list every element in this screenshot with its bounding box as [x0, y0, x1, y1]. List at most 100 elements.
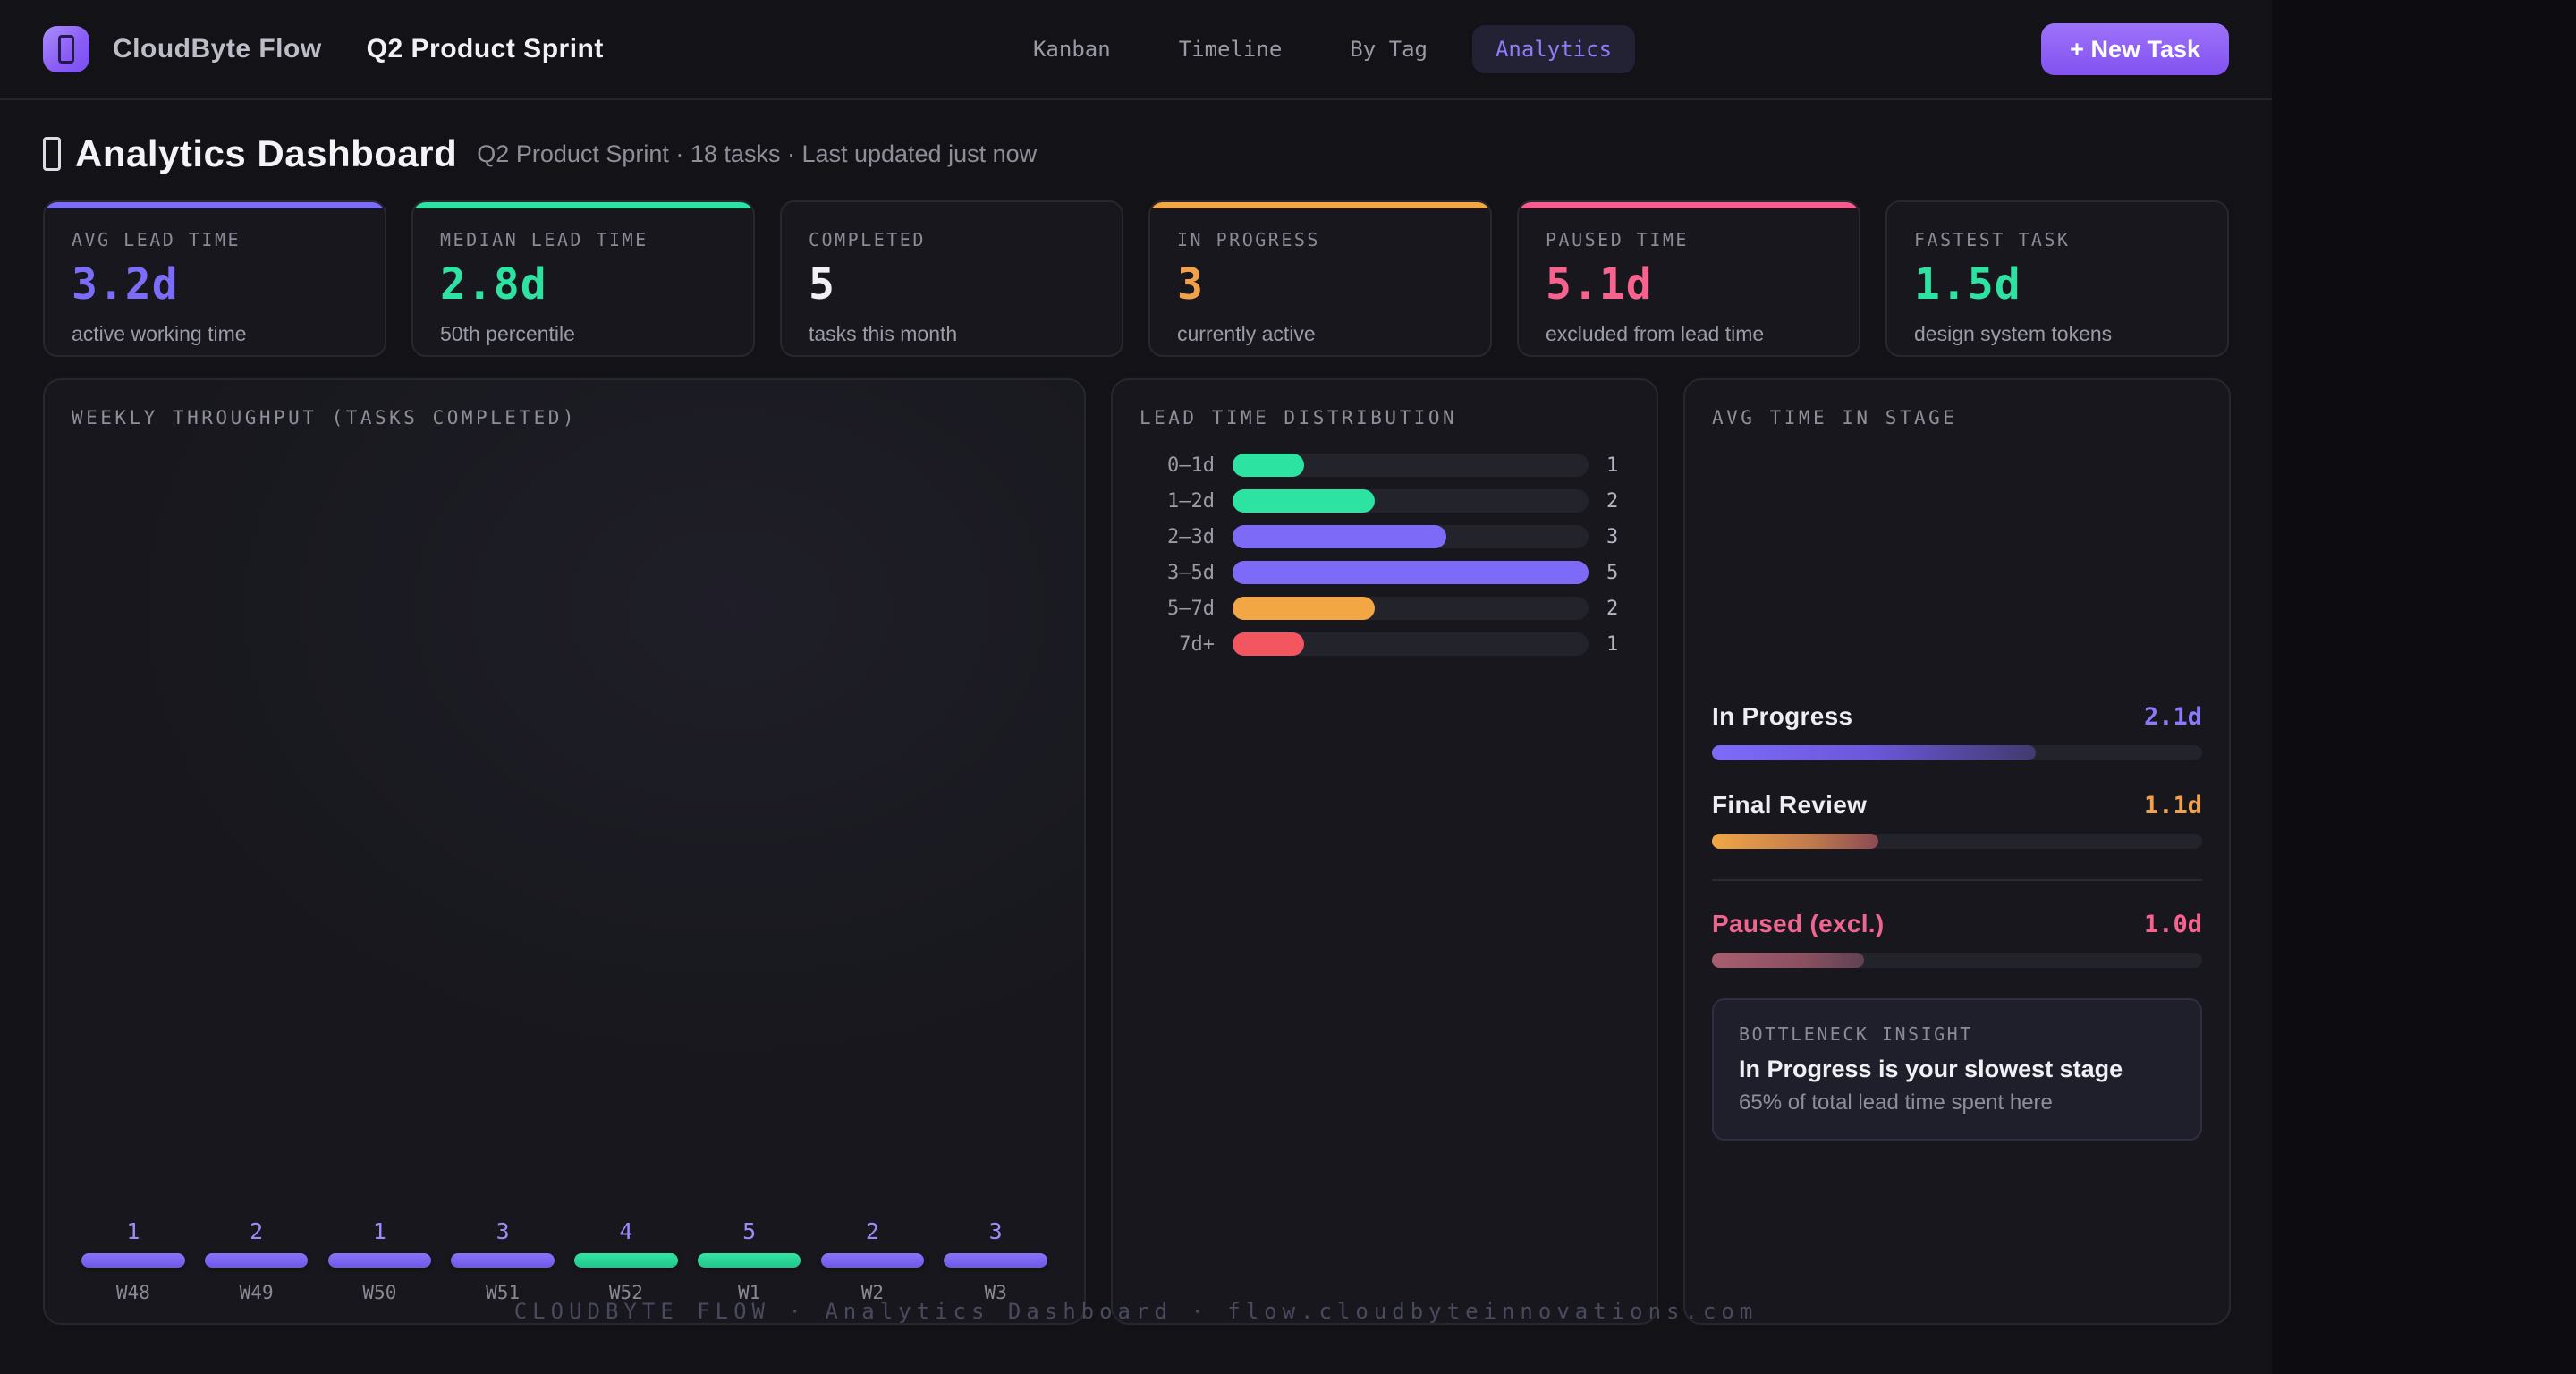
weekly-throughput-chart: 1 W48 2 W49 1 W50 3 W51 4 W52 5 W1 2 W2 3 W3 [72, 1218, 1057, 1303]
stage-name: Final Review [1712, 791, 1868, 818]
weekly-bar-column: 3 W51 [441, 1218, 564, 1303]
weekly-bar-column: 5 W1 [688, 1218, 811, 1303]
page-title-text: Analytics Dashboard [75, 132, 458, 174]
page-head: Analytics Dashboard Q2 Product Sprint · … [0, 132, 2272, 175]
stage-duration: 1.0d [2143, 911, 2202, 938]
board-title: Q2 Product Sprint [366, 34, 604, 64]
lead-time-distribution-title: LEAD TIME DISTRIBUTION [1140, 407, 1458, 428]
weekly-bar-label: W50 [362, 1282, 397, 1303]
distribution-bucket-label: 1–2d [1167, 489, 1215, 513]
stat-accent-strip [1519, 202, 1859, 208]
distribution-count: 1 [1606, 632, 1619, 656]
distribution-count: 3 [1606, 525, 1619, 548]
stat-cards: AVG LEAD TIME 3.2d active working time MEDI… [0, 200, 2272, 357]
stat-label: AVG LEAD TIME [72, 229, 242, 250]
stat-value: 1.5d [1914, 259, 2021, 310]
bottleneck-insight-box: BOTTLENECK INSIGHT In Progress is your s… [1712, 998, 2202, 1141]
stage-bar-track [1712, 745, 2202, 760]
weekly-bar-label: W51 [486, 1282, 521, 1303]
distribution-row: 2–3d 3 [1140, 525, 1630, 548]
weekly-bar-label: W1 [737, 1282, 761, 1303]
brand-name: CloudByte Flow [113, 34, 322, 64]
new-task-button[interactable]: + New Task [2041, 23, 2229, 75]
stage-bar-fill [1712, 745, 2036, 760]
dashboard-emoji-icon [43, 137, 61, 171]
weekly-throughput-panel: WEEKLY THROUGHPUT (TASKS COMPLETED) 1 W48… [43, 378, 1086, 1325]
distribution-bar-track [1233, 561, 1589, 584]
weekly-bar-value: 1 [126, 1218, 140, 1244]
weekly-bar-label: W48 [115, 1282, 150, 1303]
page-subtitle: Q2 Product Sprint · 18 tasks · Last upda… [477, 140, 1038, 167]
distribution-bar-track [1233, 597, 1589, 620]
stat-card-paused-time: PAUSED TIME 5.1d excluded from lead time [1517, 200, 1860, 357]
stat-label: COMPLETED [809, 229, 926, 250]
stat-description: currently active [1177, 322, 1316, 345]
stat-label: PAUSED TIME [1546, 229, 1689, 250]
distribution-bar-fill [1233, 489, 1376, 513]
weekly-bar-column: 2 W49 [195, 1218, 318, 1303]
distribution-bar-track [1233, 454, 1589, 477]
distribution-bucket-label: 5–7d [1167, 597, 1215, 620]
chart-panels: WEEKLY THROUGHPUT (TASKS COMPLETED) 1 W48… [0, 378, 2272, 1325]
distribution-bar-track [1233, 525, 1589, 548]
app-root: CloudByte Flow Q2 Product Sprint Kanban T… [0, 0, 2272, 1374]
stat-card-in-progress: IN PROGRESS 3 currently active [1148, 200, 1492, 357]
stat-card-completed: COMPLETED 5 tasks this month [780, 200, 1123, 357]
tab-by-tag[interactable]: By Tag [1350, 37, 1428, 62]
distribution-row: 3–5d 5 [1140, 561, 1630, 584]
distribution-count: 2 [1606, 489, 1619, 513]
weekly-bar [574, 1253, 678, 1268]
stage-bar-fill [1712, 834, 1879, 849]
stage-duration: 1.1d [2143, 792, 2202, 819]
stat-description: 50th percentile [440, 322, 575, 345]
stage-bar-track [1712, 953, 2202, 968]
weekly-bar [204, 1253, 309, 1268]
bottleneck-insight-subtext: 65% of total lead time spent here [1739, 1090, 2053, 1115]
weekly-bar [820, 1253, 925, 1268]
stage-row-head: In Progress 2.1d [1712, 702, 2202, 731]
distribution-bar-fill [1233, 561, 1589, 584]
tab-kanban[interactable]: Kanban [1032, 37, 1111, 62]
page-title: Analytics Dashboard [43, 132, 457, 175]
stat-value: 3.2d [72, 259, 179, 310]
distribution-bar-track [1233, 632, 1589, 656]
distribution-row: 1–2d 2 [1140, 489, 1630, 513]
stage-rows: In Progress 2.1d Final Review 1.1d Paused (e… [1712, 702, 2202, 968]
distribution-row: 5–7d 2 [1140, 597, 1630, 620]
weekly-bar [697, 1253, 801, 1268]
stage-row-head: Paused (excl.) 1.0d [1712, 910, 2202, 938]
stage-divider [1712, 879, 2202, 881]
distribution-bar-fill [1233, 525, 1446, 548]
stage-spacer [1712, 428, 2202, 702]
tab-timeline[interactable]: Timeline [1178, 37, 1283, 62]
weekly-bar-value: 5 [742, 1218, 757, 1244]
weekly-bar-value: 1 [372, 1218, 386, 1244]
stat-label: FASTEST TASK [1914, 229, 2071, 250]
weekly-bar [944, 1253, 1047, 1268]
distribution-row: 7d+ 1 [1140, 632, 1630, 656]
weekly-bar-label: W52 [608, 1282, 643, 1303]
weekly-bar-label: W3 [984, 1282, 1007, 1303]
distribution-bucket-label: 3–5d [1167, 561, 1215, 584]
distribution-bucket-label: 7d+ [1179, 632, 1215, 656]
tab-analytics[interactable]: Analytics [1471, 25, 1636, 73]
stat-card-avg-lead-time: AVG LEAD TIME 3.2d active working time [43, 200, 386, 357]
avg-time-in-stage-panel: AVG TIME IN STAGE In Progress 2.1d Final R… [1683, 378, 2231, 1325]
distribution-bar-fill [1233, 597, 1376, 620]
distribution-bucket-label: 0–1d [1167, 454, 1215, 477]
stage-duration: 2.1d [2143, 703, 2202, 731]
app-logo[interactable] [43, 26, 89, 72]
weekly-bar [327, 1253, 432, 1268]
stat-value: 5.1d [1546, 259, 1653, 310]
weekly-bar-column: 2 W2 [811, 1218, 935, 1303]
stat-accent-strip [1150, 202, 1490, 208]
stat-label: IN PROGRESS [1177, 229, 1320, 250]
weekly-bar-value: 2 [250, 1218, 264, 1244]
stage-row-in-progress: In Progress 2.1d [1712, 702, 2202, 760]
lead-time-distribution-chart: 0–1d 1 1–2d 2 2–3d 3 3–5d 5 5–7d 2 7d+ 1 [1140, 454, 1630, 656]
stage-name: Paused (excl.) [1712, 910, 1885, 937]
stat-label: MEDIAN LEAD TIME [440, 229, 648, 250]
stage-bar-track [1712, 834, 2202, 849]
top-nav: CloudByte Flow Q2 Product Sprint Kanban T… [0, 0, 2272, 100]
stat-description: active working time [72, 322, 247, 345]
